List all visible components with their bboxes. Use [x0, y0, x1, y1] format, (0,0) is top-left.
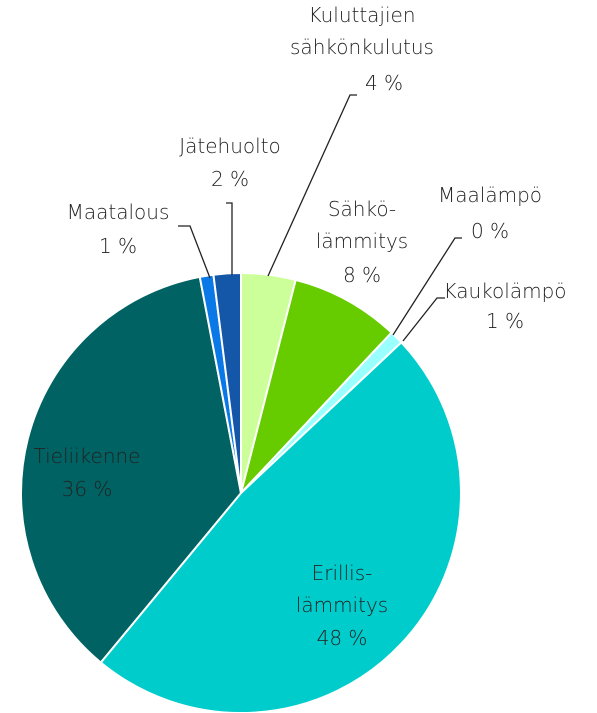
- leader-line: [267, 94, 357, 277]
- slice-label: Maalämpö: [438, 183, 542, 207]
- leader-line: [402, 297, 445, 342]
- value-label: 2 %: [211, 167, 249, 191]
- leader-line: [226, 202, 233, 275]
- pie-slice: [99, 340, 462, 713]
- slice-label: Maatalous: [67, 200, 170, 224]
- value-label: 1 %: [486, 309, 524, 333]
- value-label: 36 %: [62, 477, 113, 501]
- value-label: 1 %: [99, 234, 137, 258]
- value-label: 4 %: [365, 71, 403, 95]
- slice-label: Jätehuolto: [179, 134, 281, 158]
- slice-label: Sähkö-lämmitys: [316, 197, 408, 253]
- leader-line: [392, 237, 462, 336]
- pie-slice: [240, 278, 394, 494]
- slice-label: Kaukolämpö: [443, 279, 566, 303]
- slice-label: Kuluttajien sähkönkulutus: [290, 3, 434, 59]
- value-label: 48 %: [317, 626, 368, 650]
- pie-slice: [20, 275, 243, 664]
- value-label: 8 %: [343, 263, 381, 287]
- pie-slice: [212, 271, 242, 494]
- value-label: 0 %: [471, 219, 509, 243]
- slice-label: Tieliikenne: [34, 444, 141, 468]
- leader-line: [178, 225, 211, 279]
- slice-label: Erillis-lämmitys: [296, 561, 388, 617]
